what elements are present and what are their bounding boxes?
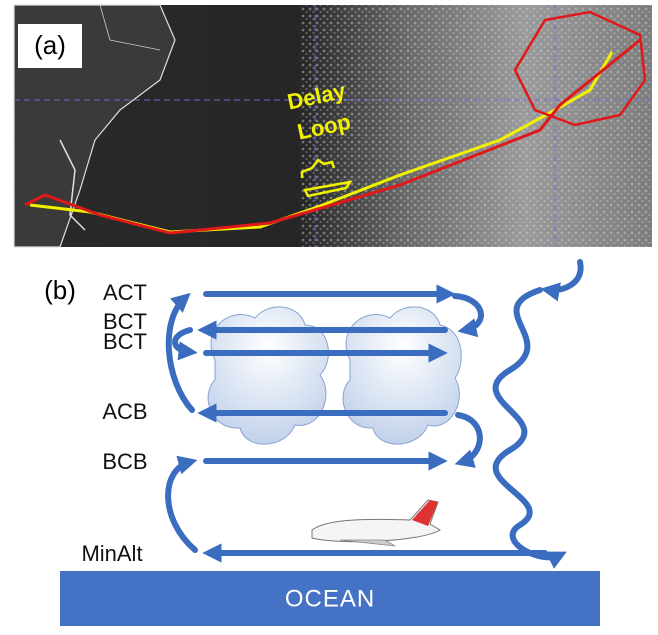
level-label: BCB xyxy=(102,449,147,474)
panel-label: (b) xyxy=(44,275,76,305)
panel-label: (a) xyxy=(34,30,66,60)
level-label: ACB xyxy=(102,399,147,424)
aircraft xyxy=(312,500,440,546)
level-label: MinAlt xyxy=(81,541,142,566)
figure: (a) Delay Loop (b) ACTBCTBCTACBBCBMinAlt xyxy=(0,0,658,635)
satellite-panel: (a) Delay Loop xyxy=(14,5,652,247)
ocean-label: OCEAN xyxy=(285,585,375,612)
level-label: ACT xyxy=(103,280,147,305)
level-label: BCT xyxy=(103,329,147,354)
